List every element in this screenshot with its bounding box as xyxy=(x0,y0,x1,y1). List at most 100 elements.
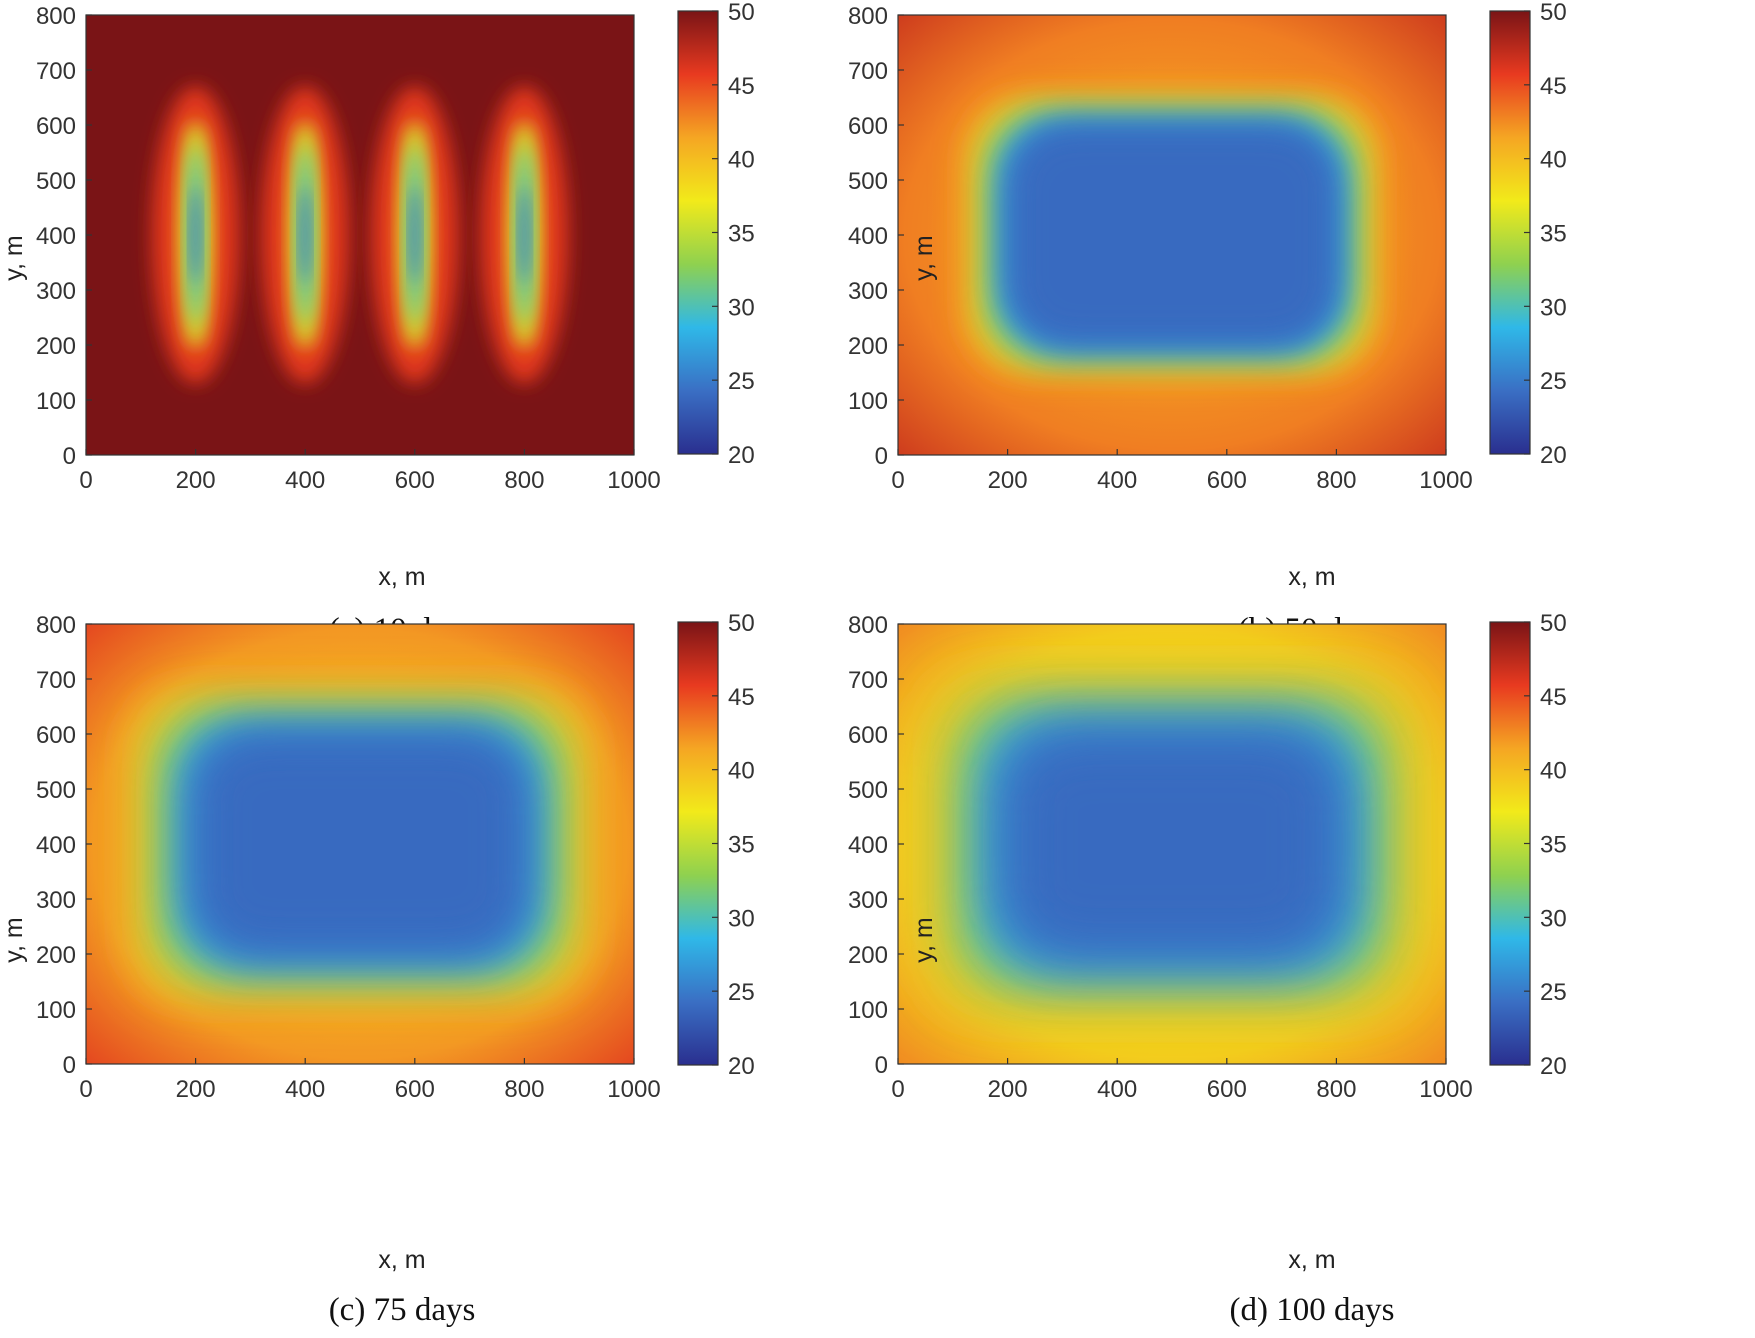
x-tick-label: 800 xyxy=(1316,1076,1356,1103)
colorbar-tick-label: 20 xyxy=(1540,442,1567,469)
cool-zone xyxy=(1010,127,1334,343)
caption-d: (d) 100 days xyxy=(1230,1292,1395,1328)
x-tick-label: 0 xyxy=(79,467,92,494)
panel-b: 0 200 400 600 800 1000 0 100 200 300 400 500 600 700 8… xyxy=(848,0,1567,648)
colorbar-tick-label: 35 xyxy=(728,832,755,859)
y-tick-label: 600 xyxy=(36,722,76,749)
xlabel-c: x, m xyxy=(378,1246,425,1274)
xlabel-d: x, m xyxy=(1288,1246,1335,1274)
colorbar-tick-label: 20 xyxy=(1540,1053,1567,1080)
x-tick-label: 1000 xyxy=(607,467,660,494)
y-tick-label: 500 xyxy=(36,168,76,195)
x-tick-label: 200 xyxy=(176,467,216,494)
x-tick-label: 200 xyxy=(988,467,1028,494)
x-tick-label: 400 xyxy=(285,1076,325,1103)
axes-b: 0 200 400 600 800 1000 0 100 200 300 400 500 600 700 8… xyxy=(848,3,1473,494)
colorbar-tick-label: 25 xyxy=(1540,979,1567,1006)
colorbar-b: 20 25 30 35 40 45 50 xyxy=(1489,0,1567,469)
colorbar-tick-label: 45 xyxy=(728,73,755,100)
y-tick-label: 300 xyxy=(36,887,76,914)
y-tick-label: 500 xyxy=(848,777,888,804)
y-tick-label: 600 xyxy=(848,722,888,749)
panel-d: 0 200 400 600 800 1000 0 100 200 300 400 500 600 700 8… xyxy=(848,610,1567,1328)
colorbar-tick-label: 20 xyxy=(728,1053,755,1080)
x-tick-label: 600 xyxy=(395,467,435,494)
y-tick-label: 0 xyxy=(875,1052,888,1079)
y-tick-label: 100 xyxy=(36,388,76,415)
colorbar-gradient xyxy=(677,621,719,1066)
axes-a: 0 200 400 600 800 1000 0 100 200 300 400 500 600 700 8… xyxy=(36,3,661,494)
ylabel-a: y, m xyxy=(0,235,28,280)
x-tick-label: 0 xyxy=(79,1076,92,1103)
colorbar-tick-label: 45 xyxy=(1540,73,1567,100)
ylabel-d: y, m xyxy=(910,917,938,962)
y-tick-label: 400 xyxy=(848,832,888,859)
y-tick-label: 200 xyxy=(848,333,888,360)
ylabel-c: y, m xyxy=(0,917,28,962)
x-tick-label: 400 xyxy=(1097,1076,1137,1103)
colorbar-tick-label: 30 xyxy=(1540,294,1567,321)
colorbar-tick-label: 45 xyxy=(728,684,755,711)
ylabel-b: y, m xyxy=(910,235,938,280)
x-tick-label: 200 xyxy=(176,1076,216,1103)
y-tick-label: 400 xyxy=(848,223,888,250)
colorbar-tick-label: 40 xyxy=(728,758,755,785)
x-tick-label: 200 xyxy=(988,1076,1028,1103)
y-tick-label: 700 xyxy=(848,667,888,694)
y-tick-label: 0 xyxy=(63,443,76,470)
colorbar-tick-label: 30 xyxy=(1540,905,1567,932)
colorbar-a: 20 25 30 35 40 45 50 xyxy=(677,0,755,469)
cool-zone xyxy=(191,185,200,285)
axes-c: 0 200 400 600 800 1000 0 100 200 300 400 500 600 700 8… xyxy=(36,612,661,1103)
y-tick-label: 300 xyxy=(36,278,76,305)
colorbar-tick-label: 50 xyxy=(1540,610,1567,637)
panel-a: 0 200 400 600 800 1000 0 100 200 300 400 500 600 700 8… xyxy=(0,0,755,648)
cool-zone xyxy=(410,185,420,285)
x-tick-label: 0 xyxy=(891,467,904,494)
cool-zone xyxy=(1010,736,1334,952)
heatmap-c xyxy=(86,624,634,1064)
y-tick-label: 0 xyxy=(875,443,888,470)
colorbar-d: 20 25 30 35 40 45 50 xyxy=(1489,610,1567,1080)
y-tick-label: 400 xyxy=(36,223,76,250)
colorbar-tick-label: 25 xyxy=(728,368,755,395)
x-tick-label: 800 xyxy=(504,467,544,494)
x-tick-label: 400 xyxy=(285,467,325,494)
colorbar-tick-label: 35 xyxy=(728,221,755,248)
y-tick-label: 700 xyxy=(36,667,76,694)
x-tick-label: 600 xyxy=(395,1076,435,1103)
y-tick-label: 600 xyxy=(848,113,888,140)
colorbar-tick-label: 35 xyxy=(1540,832,1567,859)
colorbar-tick-label: 50 xyxy=(728,610,755,637)
panel-c: 0 200 400 600 800 1000 0 100 200 300 400 500 600 700 8… xyxy=(0,610,755,1328)
colorbar-gradient xyxy=(1489,10,1531,455)
y-tick-label: 100 xyxy=(36,997,76,1024)
colorbar-gradient xyxy=(1489,621,1531,1066)
y-tick-label: 500 xyxy=(848,168,888,195)
heatmap-d xyxy=(898,624,1446,1064)
colorbar-c: 20 25 30 35 40 45 50 xyxy=(677,610,755,1080)
caption-c: (c) 75 days xyxy=(329,1292,476,1328)
x-tick-label: 600 xyxy=(1207,467,1247,494)
x-tick-label: 0 xyxy=(891,1076,904,1103)
colorbar-tick-label: 25 xyxy=(1540,368,1567,395)
y-tick-label: 600 xyxy=(36,113,76,140)
colorbar-tick-label: 40 xyxy=(1540,147,1567,174)
colorbar-tick-label: 50 xyxy=(1540,0,1567,26)
x-tick-label: 1000 xyxy=(1419,467,1472,494)
colorbar-tick-label: 30 xyxy=(728,294,755,321)
axes-d: 0 200 400 600 800 1000 0 100 200 300 400 500 600 700 8… xyxy=(848,612,1473,1103)
y-tick-label: 300 xyxy=(848,887,888,914)
x-tick-label: 800 xyxy=(504,1076,544,1103)
colorbar-tick-label: 50 xyxy=(728,0,755,26)
colorbar-tick-label: 20 xyxy=(728,442,755,469)
x-tick-label: 1000 xyxy=(607,1076,660,1103)
x-tick-label: 1000 xyxy=(1419,1076,1472,1103)
xlabel-a: x, m xyxy=(378,563,425,591)
colorbar-tick-label: 35 xyxy=(1540,221,1567,248)
y-tick-label: 500 xyxy=(36,777,76,804)
y-tick-label: 800 xyxy=(36,3,76,30)
x-tick-label: 600 xyxy=(1207,1076,1247,1103)
y-tick-label: 800 xyxy=(848,612,888,639)
